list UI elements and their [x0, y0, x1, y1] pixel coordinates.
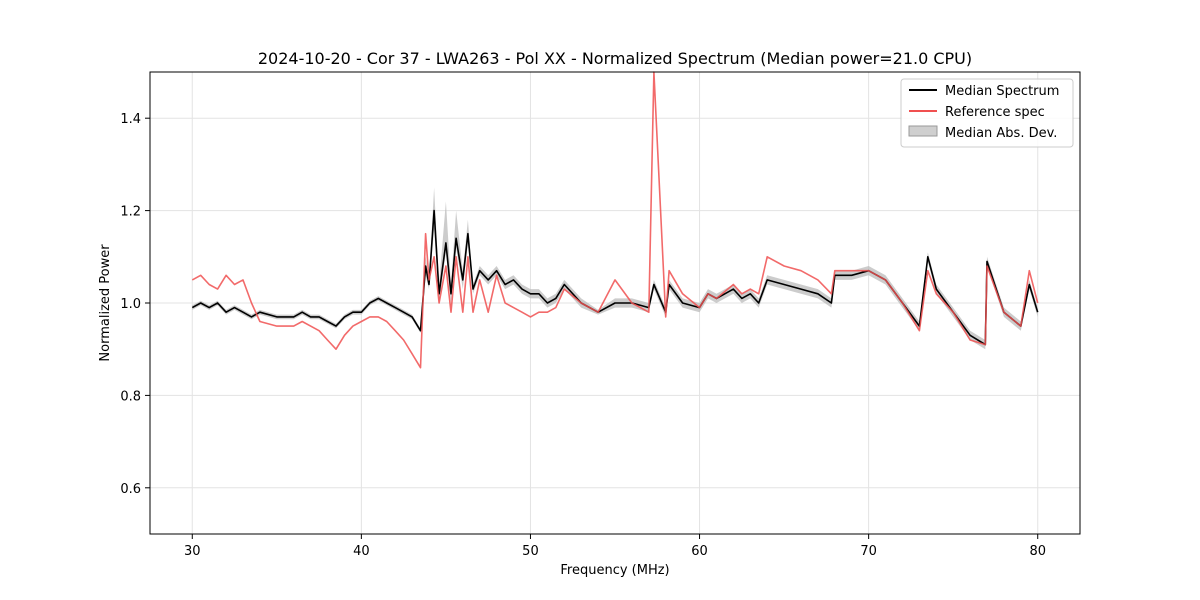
y-axis-ticks: 0.6 0.8 1.0 1.2 1.4 [120, 112, 150, 497]
x-axis-ticks: 30 40 50 60 70 80 [184, 534, 1046, 559]
median-spectrum-line [191, 209, 1039, 346]
y-tick-label: 1.0 [120, 297, 141, 312]
y-tick-label: 0.8 [120, 389, 141, 404]
x-tick-label: 50 [522, 544, 539, 559]
y-tick-label: 1.4 [120, 112, 141, 127]
x-tick-label: 40 [353, 544, 370, 559]
x-tick-label: 80 [1029, 544, 1046, 559]
reference-spec-line [191, 71, 1039, 369]
legend-reference-label: Reference spec [945, 105, 1045, 120]
y-axis-label: Normalized Power [98, 244, 113, 362]
legend-box [900, 78, 1074, 148]
series-layer [191, 71, 1039, 369]
legend-mad-swatch [908, 125, 938, 137]
chart-title: 2024-10-20 - Cor 37 - LWA263 - Pol XX - … [258, 49, 972, 68]
mad-band-layer [192, 187, 1038, 350]
x-tick-label: 30 [184, 544, 201, 559]
x-tick-label: 60 [691, 544, 708, 559]
x-tick-label: 70 [860, 544, 877, 559]
legend-mad-label: Median Abs. Dev. [945, 126, 1057, 141]
y-tick-label: 1.2 [120, 205, 141, 220]
legend-median-label: Median Spectrum [945, 84, 1059, 99]
y-tick-label: 0.6 [120, 482, 141, 497]
legend: Median Spectrum Reference spec Median Ab… [900, 78, 1074, 148]
x-axis-label: Frequency (MHz) [560, 563, 669, 578]
mad-band [192, 187, 1038, 350]
